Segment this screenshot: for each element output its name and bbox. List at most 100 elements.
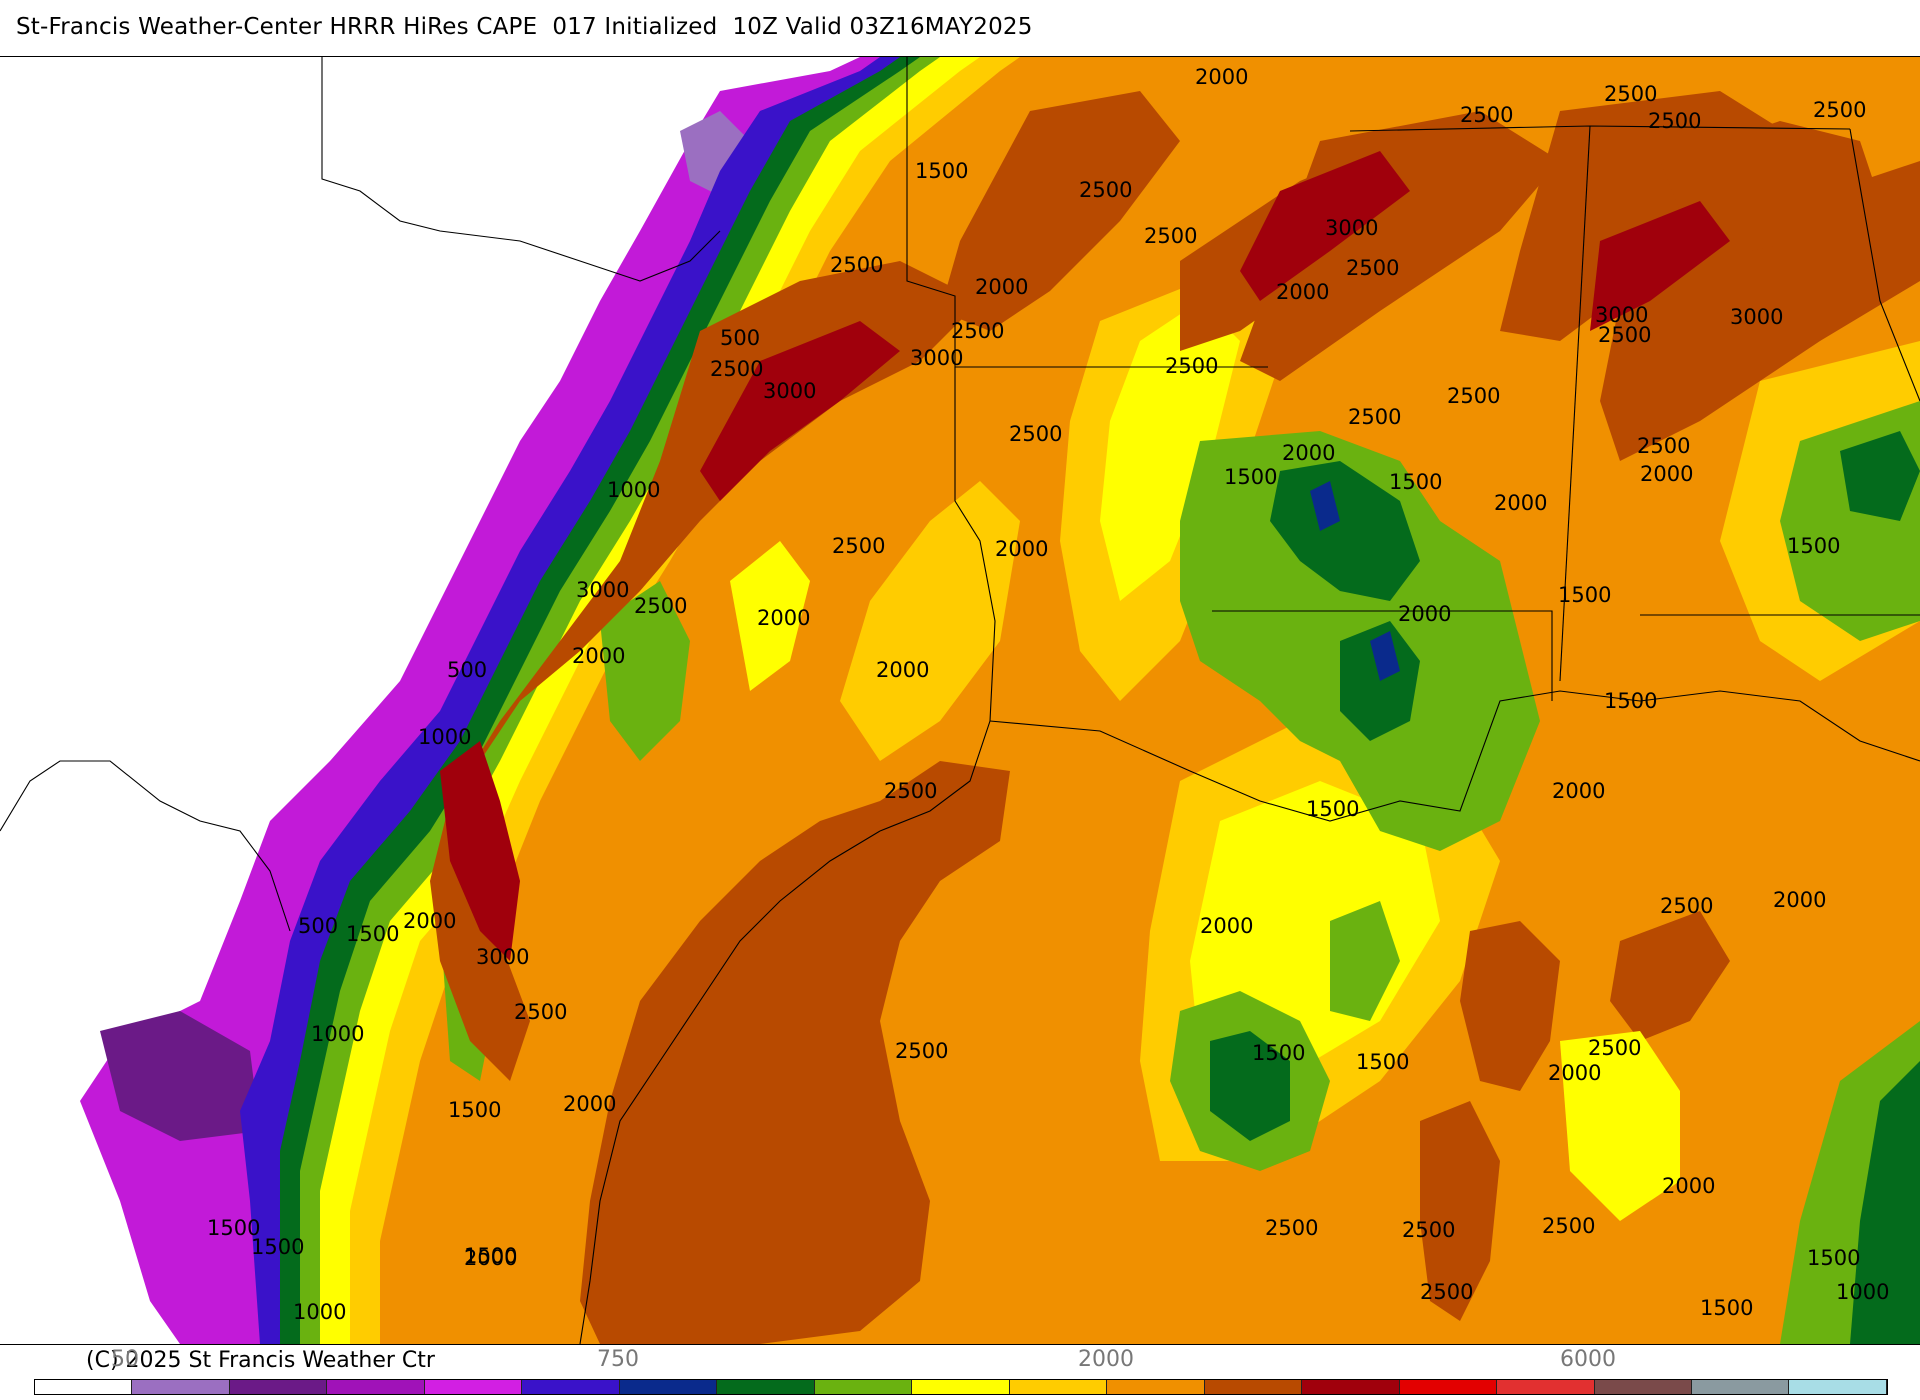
colorbar-swatch [717, 1380, 815, 1394]
contour-label: 2000 [1552, 779, 1605, 803]
contour-label: 2000 [757, 606, 810, 630]
contour-labels: 2000 2500 2500 2500 2500 1500 2500 2500 … [207, 65, 1889, 1324]
contour-label: 2500 [1348, 405, 1401, 429]
contour-label: 2500 [1265, 1216, 1318, 1240]
contour-label: 1500 [1306, 797, 1359, 821]
contour-label: 1500 [448, 1098, 501, 1122]
contour-label: 2000 [1200, 914, 1253, 938]
contour-label: 3000 [476, 945, 529, 969]
contour-label: 2500 [830, 253, 883, 277]
contour-label: 2000 [1662, 1174, 1715, 1198]
legend-tick-label: 50 [111, 1347, 139, 1372]
contour-label: 2500 [1660, 894, 1713, 918]
contour-label: 2000 [1494, 491, 1547, 515]
contour-label: 1500 [464, 1244, 517, 1268]
colorbar-swatch [1302, 1380, 1400, 1394]
contour-label: 2000 [1195, 65, 1248, 89]
contour-label: 1000 [293, 1300, 346, 1324]
contour-label: 1500 [251, 1235, 304, 1259]
contour-label: 1500 [1604, 689, 1657, 713]
contour-label: 2000 [1398, 602, 1451, 626]
contour-label: 2500 [1460, 103, 1513, 127]
contour-label: 3000 [763, 379, 816, 403]
colorbar [34, 1379, 1888, 1395]
contour-label: 1500 [915, 159, 968, 183]
contour-label: 2500 [1604, 82, 1657, 106]
contour-label: 2500 [1588, 1036, 1641, 1060]
contour-label: 2000 [1282, 441, 1335, 465]
contour-label: 1500 [1389, 470, 1442, 494]
colorbar-swatch [1497, 1380, 1595, 1394]
legend-tick-label: 6000 [1560, 1347, 1616, 1372]
contour-label: 500 [298, 914, 338, 938]
contour-label: 1000 [1836, 1280, 1889, 1304]
contour-label: 2500 [514, 1000, 567, 1024]
contour-label: 2500 [1402, 1218, 1455, 1242]
contour-label: 2500 [1420, 1280, 1473, 1304]
contour-label: 3000 [1730, 305, 1783, 329]
contour-label: 500 [447, 658, 487, 682]
contour-label: 1000 [311, 1022, 364, 1046]
contour-label: 2000 [995, 537, 1048, 561]
contour-label: 2500 [1813, 98, 1866, 122]
contour-label: 2500 [1009, 422, 1062, 446]
contour-label: 1500 [207, 1216, 260, 1240]
colorbar-swatch [1009, 1380, 1108, 1394]
colorbar-swatch [424, 1380, 523, 1394]
colorbar-swatch [1691, 1380, 1790, 1394]
contour-label: 1500 [1252, 1041, 1305, 1065]
contour-label: 1000 [418, 725, 471, 749]
cape-fill-layer [80, 57, 1920, 1344]
contour-label: 1500 [346, 922, 399, 946]
contour-label: 3000 [576, 578, 629, 602]
contour-label: 2000 [876, 658, 929, 682]
colorbar-swatch [1204, 1380, 1303, 1394]
contour-label: 2000 [1548, 1061, 1601, 1085]
contour-label: 2000 [1640, 462, 1693, 486]
contour-label: 500 [720, 326, 760, 350]
contour-label: 2500 [1542, 1214, 1595, 1238]
colorbar-swatch [132, 1380, 230, 1394]
colorbar-swatch [1107, 1380, 1205, 1394]
colorbar-swatch [35, 1380, 133, 1394]
boundary-lines [0, 57, 1920, 1344]
contour-label: 2500 [1637, 434, 1690, 458]
contour-label: 2500 [1144, 224, 1197, 248]
legend-tick-label: 750 [597, 1347, 639, 1372]
colorbar-swatch [522, 1380, 620, 1394]
colorbar-swatch [1399, 1380, 1498, 1394]
legend-tick-label: 2000 [1078, 1347, 1134, 1372]
contour-label: 2500 [1346, 256, 1399, 280]
contour-label: 1500 [1700, 1296, 1753, 1320]
contour-label: 3000 [910, 346, 963, 370]
contour-label: 2000 [403, 909, 456, 933]
colorbar-swatch [1789, 1380, 1887, 1394]
colorbar-swatch [912, 1380, 1010, 1394]
contour-label: 2500 [832, 534, 885, 558]
contour-label: 1500 [1787, 534, 1840, 558]
contour-label: 1500 [1356, 1050, 1409, 1074]
colorbar-swatch [1594, 1380, 1692, 1394]
contour-label: 2500 [1598, 323, 1651, 347]
contour-label: 1500 [1807, 1246, 1860, 1270]
map-title: St-Francis Weather-Center HRRR HiRes CAP… [16, 14, 1033, 40]
colorbar-swatch [814, 1380, 913, 1394]
cape-map: 2000 2500 2500 2500 2500 1500 2500 2500 … [0, 56, 1920, 1345]
contour-label: 3000 [1325, 216, 1378, 240]
contour-label: 2000 [563, 1092, 616, 1116]
contour-label: 2000 [1773, 888, 1826, 912]
colorbar-swatch [229, 1380, 328, 1394]
contour-label: 2500 [884, 779, 937, 803]
contour-label: 2500 [951, 319, 1004, 343]
contour-label: 2000 [1276, 280, 1329, 304]
contour-label: 1500 [1224, 465, 1277, 489]
contour-label: 2000 [975, 275, 1028, 299]
contour-label: 3000 [1595, 303, 1648, 327]
contour-label: 2000 [464, 1246, 517, 1270]
colorbar-swatch [619, 1380, 718, 1394]
contour-label: 1500 [1558, 583, 1611, 607]
copyright-text: (C) 2025 St Francis Weather Ctr [86, 1348, 435, 1373]
contour-label: 2500 [710, 357, 763, 381]
contour-label: 2500 [634, 594, 687, 618]
contour-label: 2500 [1079, 178, 1132, 202]
